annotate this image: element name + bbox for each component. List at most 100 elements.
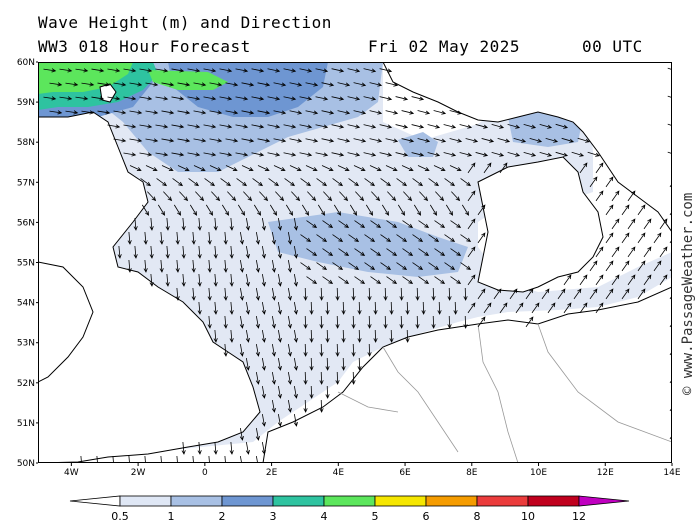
wave-arrow	[459, 124, 473, 129]
wave-arrow	[49, 110, 63, 115]
wave-arrow	[587, 151, 601, 157]
wave-arrow	[365, 204, 374, 216]
wave-band-1-2-d	[268, 212, 468, 277]
wave-arrow	[399, 315, 404, 329]
wave-arrow	[157, 204, 166, 216]
wave-arrow	[369, 82, 383, 87]
wave-arrow	[325, 385, 330, 399]
wave-arrow	[447, 315, 452, 329]
legend-label: 10	[521, 510, 535, 523]
lon-tick-label: 4E	[333, 468, 345, 478]
wave-arrow	[221, 204, 230, 216]
wave-arrow	[113, 138, 127, 143]
wave-arrow	[239, 288, 244, 301]
wave-arrow	[417, 165, 430, 171]
wave-arrow	[251, 96, 265, 101]
wave-arrow	[322, 220, 334, 228]
wave-arrow	[123, 152, 137, 157]
wave-arrow	[273, 165, 286, 171]
wave-arrow	[433, 110, 447, 115]
wave-arrow	[261, 358, 266, 371]
wave-arrow	[257, 82, 271, 87]
wave-arrow	[467, 162, 476, 174]
wave-arrow	[381, 204, 390, 216]
wave-arrow	[187, 124, 201, 129]
wave-arrow	[317, 204, 326, 216]
wave-arrow	[65, 110, 79, 115]
wave-arrow	[385, 165, 398, 171]
wave-arrow	[497, 138, 511, 143]
wave-arrow	[255, 316, 260, 329]
wave-arrow	[427, 124, 441, 129]
wave-arrow	[354, 276, 366, 284]
legend-color-swatch	[221, 495, 274, 507]
wave-arrow	[305, 110, 319, 115]
wave-arrow	[139, 68, 153, 73]
wave-arrow	[396, 262, 408, 270]
wave-arrow	[460, 234, 472, 242]
wave-arrow	[309, 329, 314, 343]
wave-arrow	[332, 234, 344, 242]
wave-arrow	[293, 386, 298, 399]
wave-arrow	[261, 246, 266, 259]
credit-text: © www.PassageWeather.com	[680, 193, 696, 395]
wave-arrow	[412, 178, 424, 187]
wave-arrow	[306, 220, 318, 228]
wave-arrow	[219, 68, 233, 73]
wave-arrow	[293, 358, 298, 371]
wave-arrow	[434, 248, 446, 256]
wave-arrow	[203, 68, 217, 73]
wave-arrow	[283, 152, 297, 157]
wave-arrow	[293, 246, 298, 259]
wave-arrow	[418, 248, 430, 256]
wave-arrow	[322, 276, 334, 284]
wave-arrow	[225, 82, 239, 87]
wave-arrow	[347, 152, 361, 157]
wave-arrow	[491, 152, 505, 157]
wave-arrow	[315, 124, 329, 129]
wave-arrow	[219, 124, 233, 129]
wave-arrow	[643, 246, 652, 258]
wave-arrow	[315, 68, 329, 73]
lat-tick-label: 54N	[17, 299, 35, 309]
wave-arrow	[220, 178, 232, 187]
wave-arrow	[225, 165, 238, 171]
wave-arrow	[277, 330, 282, 343]
wave-arrow	[155, 96, 169, 101]
wave-arrow	[97, 82, 111, 87]
wave-arrow	[141, 204, 150, 216]
wave-arrow	[589, 176, 598, 188]
wave-arrow	[277, 302, 282, 315]
wave-arrow	[293, 274, 298, 287]
wave-arrow	[338, 220, 350, 228]
legend-label: 0.5	[111, 510, 129, 523]
wave-arrow	[449, 138, 463, 143]
wave-arrow	[75, 96, 89, 101]
wave-arrow	[277, 358, 282, 371]
wave-arrow	[287, 260, 292, 273]
wave-arrow	[293, 414, 298, 427]
wave-arrow	[332, 262, 344, 270]
wave-arrow	[129, 138, 143, 143]
lat-tick-label: 55N	[17, 259, 35, 269]
wave-arrow	[331, 68, 345, 73]
wave-arrow	[287, 344, 292, 357]
wave-arrow	[397, 204, 406, 216]
wave-arrow	[507, 152, 521, 157]
wave-arrow	[261, 386, 266, 399]
wave-arrow	[239, 344, 244, 357]
wave-arrow	[267, 152, 281, 157]
wave-arrow	[445, 204, 454, 216]
lon-tick-label: 6E	[399, 468, 411, 478]
wave-arrow	[357, 329, 362, 343]
legend-label: 6	[423, 510, 430, 523]
wave-arrow	[207, 259, 212, 273]
wave-arrow	[165, 217, 170, 231]
legend-label: 3	[270, 510, 277, 523]
wave-arrow	[197, 441, 202, 455]
wave-arrow	[147, 191, 157, 202]
wave-arrow	[341, 357, 346, 371]
wave-arrow	[75, 68, 89, 73]
wave-arrow	[107, 124, 121, 129]
wave-arrow	[461, 204, 470, 216]
